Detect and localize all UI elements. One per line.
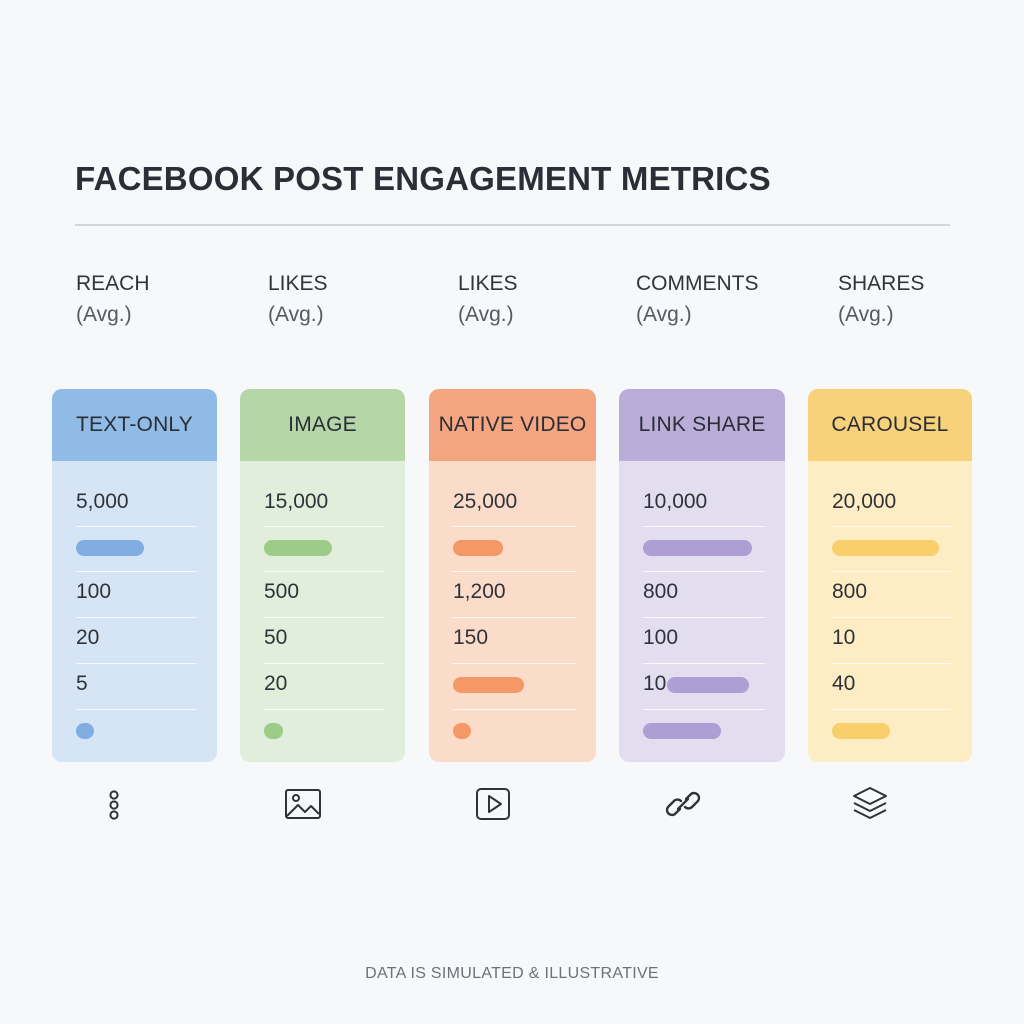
metric-bar (76, 723, 94, 739)
image-icon (283, 784, 323, 824)
value-cell: 20 (76, 626, 100, 649)
link-icon (663, 784, 703, 824)
column-header-sub: (Avg.) (838, 303, 894, 326)
value-cell: 10,000 (643, 490, 708, 513)
row-divider (264, 571, 385, 572)
row-divider (643, 526, 765, 527)
row-divider (643, 617, 765, 618)
row-divider (76, 709, 197, 710)
card-carousel: CAROUSEL 20,000 800 10 40 (808, 389, 972, 762)
metric-bar (643, 540, 752, 556)
column-header-sub: (Avg.) (76, 303, 132, 326)
value-cell: 800 (832, 580, 868, 603)
column-header-label: COMMENTS (636, 272, 759, 295)
row-divider (453, 526, 576, 527)
value-cell: 500 (264, 580, 300, 603)
metric-bar (264, 723, 283, 739)
row-divider (453, 617, 576, 618)
row-divider (832, 571, 952, 572)
row-divider (76, 663, 197, 664)
footnote: DATA IS SIMULATED & ILLUSTRATIVE (365, 965, 659, 982)
value-cell: 10 (643, 672, 667, 695)
metric-bar (832, 540, 939, 556)
value-cell: 100 (643, 626, 679, 649)
value-cell: 25,000 (453, 490, 518, 513)
value-cell: 1,200 (453, 580, 506, 603)
card-text-only: TEXT-ONLY 5,000 100 20 5 (52, 389, 217, 762)
value-cell: 150 (453, 626, 489, 649)
layers-icon (850, 784, 890, 824)
row-divider (76, 526, 197, 527)
row-divider (264, 617, 385, 618)
metric-bar (264, 540, 332, 556)
value-cell: 100 (76, 580, 112, 603)
card-header: NATIVE VIDEO (429, 389, 596, 461)
value-cell: 50 (264, 626, 288, 649)
title-divider (75, 224, 950, 226)
row-divider (453, 571, 576, 572)
card-link-share: LINK SHARE 10,000 800 100 10 (619, 389, 785, 762)
row-divider (453, 709, 576, 710)
row-divider (264, 709, 385, 710)
column-header-reach: REACH (Avg.) (76, 268, 150, 330)
value-cell: 40 (832, 672, 856, 695)
metric-bar (453, 540, 503, 556)
column-header-label: LIKES (268, 272, 328, 295)
row-divider (643, 663, 765, 664)
play-icon (473, 784, 513, 824)
value-cell: 5 (76, 672, 88, 695)
column-header-label: SHARES (838, 272, 925, 295)
value-cell: 20 (264, 672, 288, 695)
row-divider (76, 571, 197, 572)
value-cell: 20,000 (832, 490, 897, 513)
column-header-sub: (Avg.) (458, 303, 514, 326)
column-header-shares: SHARES (Avg.) (838, 268, 924, 330)
row-divider (643, 709, 765, 710)
value-cell: 10 (832, 626, 856, 649)
row-divider (643, 571, 765, 572)
card-header: TEXT-ONLY (52, 389, 217, 461)
metric-bar (453, 677, 524, 693)
row-divider (264, 526, 385, 527)
card-header: IMAGE (240, 389, 405, 461)
row-divider (832, 617, 952, 618)
row-divider (832, 663, 952, 664)
row-divider (832, 526, 952, 527)
card-header: CAROUSEL (808, 389, 972, 461)
row-divider (76, 617, 197, 618)
card-native-video: NATIVE VIDEO 25,000 1,200 150 (429, 389, 596, 762)
metric-bar (832, 723, 890, 739)
column-header-comments: COMMENTS (Avg.) (636, 268, 759, 330)
column-header-label: LIKES (458, 272, 518, 295)
value-cell: 15,000 (264, 490, 329, 513)
value-cell: 800 (643, 580, 679, 603)
column-header-likes: LIKES (Avg.) (458, 268, 518, 330)
column-header-sub: (Avg.) (636, 303, 692, 326)
metric-bar (76, 540, 144, 556)
metric-bar (643, 723, 721, 739)
row-divider (264, 663, 385, 664)
person-icon (94, 784, 134, 824)
column-header-sub: (Avg.) (268, 303, 324, 326)
row-divider (832, 709, 952, 710)
row-divider (453, 663, 576, 664)
chart-title: FACEBOOK POST ENGAGEMENT METRICS (75, 160, 771, 197)
card-header: LINK SHARE (619, 389, 785, 461)
card-image: IMAGE 15,000 500 50 20 (240, 389, 405, 762)
column-header-label: REACH (76, 272, 150, 295)
column-header-likes: LIKES (Avg.) (268, 268, 328, 330)
metric-bar (453, 723, 471, 739)
value-cell: 5,000 (76, 490, 129, 513)
metric-bar (667, 677, 749, 693)
